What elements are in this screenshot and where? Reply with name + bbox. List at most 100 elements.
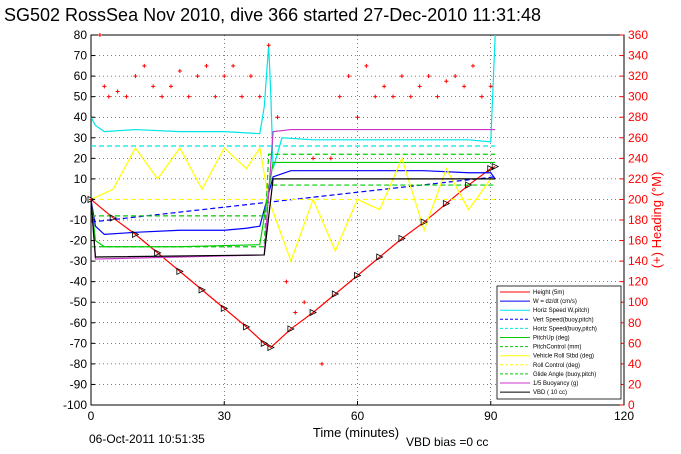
depth-marker — [198, 286, 206, 294]
heading-point — [168, 84, 173, 89]
heading-point — [399, 74, 404, 79]
series-line-1 — [90, 170, 496, 236]
heading-point — [293, 310, 298, 315]
right-tick-label: 60 — [628, 336, 642, 350]
heading-point — [284, 279, 289, 284]
right-tick-label: 240 — [628, 151, 648, 165]
vbd-bias-label: VBD bias =0 cc — [406, 435, 488, 449]
right-tick-label: 180 — [628, 213, 648, 227]
x-tick-label: 0 — [88, 409, 95, 423]
x-tick-label: 120 — [614, 409, 634, 423]
heading-point — [240, 94, 245, 99]
depth-marker — [331, 290, 340, 298]
depth-marker — [398, 234, 406, 243]
y-tick-label: -100 — [63, 398, 87, 412]
y-tick-label: -50 — [70, 295, 88, 309]
depth-marker — [132, 230, 140, 239]
heading-point — [102, 84, 107, 89]
heading-point — [435, 94, 440, 99]
heading-point — [328, 156, 333, 161]
depth-marker — [442, 199, 451, 208]
depth-marker — [420, 218, 429, 226]
y-tick-label: 30 — [74, 131, 88, 145]
y-tick-label: 0 — [80, 192, 87, 206]
right-tick-label: 300 — [628, 90, 648, 104]
depth-marker — [154, 249, 162, 257]
right-tick-label: 160 — [628, 234, 648, 248]
y-tick-label: 10 — [74, 172, 88, 186]
y-tick-label: -90 — [70, 377, 88, 391]
depth-marker — [287, 325, 295, 333]
depth-marker — [260, 339, 269, 347]
heading-point — [106, 94, 111, 99]
x-axis-label: Time (minutes) — [313, 425, 399, 440]
right-tick-label: 360 — [628, 28, 648, 42]
heading-point — [408, 94, 413, 99]
series-line-11 — [90, 178, 496, 258]
right-tick-label: 220 — [628, 172, 648, 186]
depth-marker — [354, 271, 362, 280]
x-tick-label: 30 — [218, 409, 232, 423]
x-tick-label: 60 — [351, 409, 365, 423]
depth-marker — [376, 253, 384, 261]
heading-point — [302, 300, 307, 305]
heading-point — [444, 79, 449, 84]
heading-point — [195, 74, 200, 79]
series-line-2 — [90, 34, 496, 169]
heading-point — [142, 63, 147, 68]
footer-timestamp: 06-Oct-2011 10:51:35 — [89, 432, 205, 446]
heading-point — [133, 74, 138, 79]
heading-point — [204, 63, 209, 68]
depth-marker — [465, 181, 473, 189]
heading-point — [177, 68, 182, 73]
heading-point — [364, 63, 369, 68]
right-tick-label: 320 — [628, 69, 648, 83]
heading-point — [222, 74, 227, 79]
right-axis-label: (+) Heading (°M) — [649, 172, 664, 269]
right-tick-label: 200 — [628, 192, 648, 206]
heading-point — [231, 63, 236, 68]
heading-point — [337, 94, 342, 99]
y-tick-label: 70 — [74, 49, 88, 63]
heading-point — [479, 94, 484, 99]
heading-point — [355, 115, 360, 120]
heading-point — [213, 94, 218, 99]
heading-point — [346, 74, 351, 79]
legend-label-3: Vert Speed(buoy,pitch) — [533, 317, 594, 323]
right-tick-label: 80 — [628, 316, 642, 330]
heading-point — [275, 115, 280, 120]
plot-area — [87, 33, 625, 406]
heading-point — [319, 361, 324, 366]
heading-point — [248, 74, 253, 79]
heading-point — [124, 94, 129, 99]
heading-point — [151, 84, 156, 89]
heading-layer — [89, 33, 493, 366]
left-axis-ticks: 80 70 60 50 40 30 20 10 0 -10 -20 -30 -40 -50 -60 -70 -8… — [63, 28, 95, 412]
depth-marker — [220, 304, 229, 313]
depth-marker — [176, 267, 184, 276]
depth-marker — [243, 323, 251, 331]
chart-title: SG502 RossSea Nov 2010, dive 366 started… — [4, 5, 541, 25]
heading-point — [311, 156, 316, 161]
series-line-9 — [91, 153, 496, 248]
series-layer — [90, 34, 496, 349]
right-tick-label: 20 — [628, 377, 642, 391]
y-tick-label: -30 — [70, 254, 88, 268]
depth-marker — [309, 308, 317, 317]
heading-point — [97, 33, 102, 37]
heading-point — [488, 84, 493, 89]
y-tick-label: 40 — [74, 110, 88, 124]
legend-label-5: PitchUp (deg) — [533, 336, 570, 342]
y-tick-label: 80 — [74, 28, 88, 42]
y-tick-label: -80 — [70, 357, 88, 371]
depth-marker — [487, 164, 495, 173]
y-tick-label: -20 — [70, 234, 88, 248]
heading-point — [470, 63, 475, 68]
y-tick-label: -10 — [70, 213, 88, 227]
depth-marker — [87, 195, 95, 204]
right-tick-label: 280 — [628, 110, 648, 124]
heading-point — [160, 94, 165, 99]
y-tick-label: -70 — [70, 336, 88, 350]
legend-label-1: W = dz/dt (cm/s) — [533, 299, 577, 305]
y-tick-label: -60 — [70, 316, 88, 330]
